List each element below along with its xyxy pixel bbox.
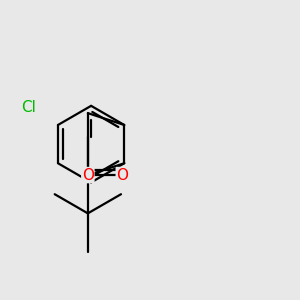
Text: Cl: Cl: [21, 100, 36, 115]
Text: O: O: [82, 168, 94, 183]
Text: O: O: [116, 168, 128, 183]
